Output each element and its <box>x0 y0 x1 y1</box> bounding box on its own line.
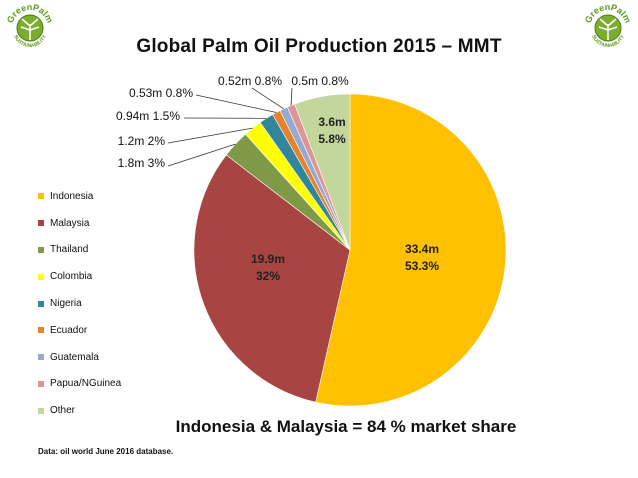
legend-swatch <box>38 354 44 361</box>
data-label-colombia: 1.2m 2% <box>118 134 166 148</box>
greenpalm-logo-left: GreenPalm SUSTAINABILITY <box>4 2 56 54</box>
leader-line-guatemala <box>251 87 284 110</box>
legend-item-nigeria: Nigeria <box>38 290 121 317</box>
data-source-note: Data: oil world June 2016 database. <box>38 447 174 456</box>
legend-swatch <box>38 380 44 387</box>
legend-label: Papua/NGuinea <box>50 378 122 390</box>
pie-slice-other <box>294 93 351 251</box>
legend-label: Ecuador <box>50 324 88 336</box>
legend-swatch <box>38 193 44 200</box>
leader-line-papua-nguinea <box>290 87 293 106</box>
legend-item-thailand: Thailand <box>38 237 121 264</box>
legend-label: Malaysia <box>50 217 90 229</box>
legend-label: Nigeria <box>50 298 82 310</box>
legend-swatch <box>38 220 44 227</box>
legend-label: Colombia <box>50 271 93 283</box>
market-share-caption: Indonesia & Malaysia = 84 % market share <box>175 417 517 436</box>
leader-line-colombia <box>167 127 253 144</box>
data-label-nigeria: 0.94m 1.5% <box>116 109 180 123</box>
leader-line-thailand <box>167 143 236 167</box>
legend-swatch <box>38 327 44 334</box>
legend-label: Other <box>50 405 76 417</box>
legend-item-guatemala: Guatemala <box>38 344 121 371</box>
data-label-indonesia: 33.4m <box>405 242 439 256</box>
chart-legend: Indonesia Malaysia Thailand Colombia Nigeria… <box>38 183 121 424</box>
leader-line-ecuador <box>195 94 277 113</box>
legend-label: Thailand <box>50 244 89 256</box>
data-label-malaysia: 19.9m <box>251 252 285 266</box>
data-label-papua-nguinea: 0.5m 0.8% <box>291 74 349 88</box>
legend-label: Indonesia <box>50 190 94 202</box>
legend-item-colombia: Colombia <box>38 263 121 290</box>
legend-item-indonesia: Indonesia <box>38 183 121 210</box>
legend-item-papua-nguinea: Papua/NGuinea <box>38 371 121 398</box>
legend-item-other: Other <box>38 397 121 424</box>
data-label-other: 3.6m <box>318 115 345 129</box>
data-label-other: 5.8% <box>318 132 346 146</box>
legend-swatch <box>38 300 44 307</box>
data-label-malaysia: 32% <box>256 269 280 283</box>
data-label-thailand: 1.8m 3% <box>118 156 166 170</box>
data-label-ecuador: 0.53m 0.8% <box>129 86 193 100</box>
chart-title: Global Palm Oil Production 2015 – MMT <box>136 36 502 57</box>
legend-item-malaysia: Malaysia <box>38 210 121 237</box>
pie-slice-malaysia <box>193 154 351 403</box>
legend-label: Guatemala <box>50 351 99 363</box>
greenpalm-logo-right: GreenPalm SUSTAINABILITY <box>582 2 634 54</box>
data-label-guatemala: 0.52m 0.8% <box>218 74 282 88</box>
pie-slice-indonesia <box>315 93 507 407</box>
data-label-indonesia: 53.3% <box>405 259 439 273</box>
legend-swatch <box>38 273 44 280</box>
legend-swatch <box>38 407 44 414</box>
legend-item-ecuador: Ecuador <box>38 317 121 344</box>
legend-swatch <box>38 246 44 253</box>
